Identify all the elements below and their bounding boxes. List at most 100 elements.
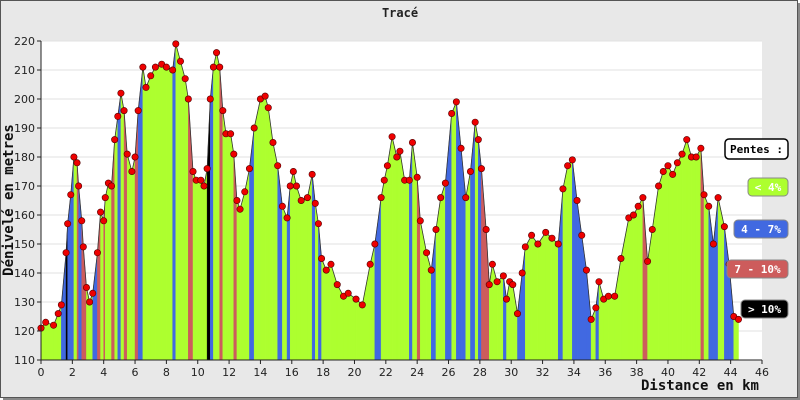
x-tick-label: 0 bbox=[38, 366, 45, 379]
x-tick-label: 4 bbox=[100, 366, 107, 379]
slope-band bbox=[236, 200, 241, 361]
profile-point bbox=[120, 107, 128, 115]
profile-point bbox=[108, 182, 116, 190]
x-tick-label: 24 bbox=[410, 366, 424, 379]
x-tick-label: 44 bbox=[724, 366, 738, 379]
profile-point bbox=[582, 266, 590, 274]
profile-point bbox=[114, 112, 122, 120]
slope-band bbox=[282, 206, 288, 361]
profile-point bbox=[629, 211, 637, 219]
legend-swatch bbox=[733, 219, 789, 239]
profile-point bbox=[462, 194, 470, 202]
slope-band bbox=[307, 174, 313, 361]
profile-point bbox=[142, 83, 150, 91]
profile-point bbox=[101, 194, 109, 202]
profile-point bbox=[151, 63, 159, 71]
profile-point bbox=[617, 255, 625, 263]
x-tick-label: 42 bbox=[692, 366, 706, 379]
y-tick-label: 210 bbox=[14, 64, 35, 77]
x-tick-label: 16 bbox=[285, 366, 299, 379]
y-tick-label: 150 bbox=[14, 238, 35, 251]
x-axis-title: Distance en km bbox=[641, 378, 759, 394]
profile-point bbox=[358, 301, 366, 309]
profile-point bbox=[67, 191, 75, 199]
slope-band bbox=[551, 237, 559, 361]
profile-point bbox=[383, 162, 391, 170]
slope-band bbox=[531, 234, 539, 361]
profile-point bbox=[245, 165, 253, 173]
profile-point bbox=[587, 315, 595, 323]
profile-point bbox=[117, 89, 125, 97]
slope-band bbox=[343, 292, 349, 361]
profile-point bbox=[176, 57, 184, 65]
slope-band bbox=[172, 43, 177, 361]
profile-point bbox=[493, 278, 501, 286]
slope-band bbox=[537, 231, 546, 361]
x-tick-label: 6 bbox=[132, 366, 139, 379]
slope-band bbox=[396, 151, 401, 361]
profile-point bbox=[503, 295, 511, 303]
slope-band bbox=[608, 295, 615, 361]
slope-band bbox=[384, 165, 388, 361]
profile-point bbox=[709, 240, 717, 248]
profile-point bbox=[62, 249, 70, 257]
chart-title: Tracé bbox=[382, 6, 418, 20]
profile-point bbox=[554, 240, 562, 248]
x-tick-label: 38 bbox=[630, 366, 644, 379]
profile-point bbox=[139, 63, 147, 71]
profile-point bbox=[697, 144, 705, 152]
profile-point bbox=[269, 139, 277, 147]
slope-band bbox=[200, 180, 205, 361]
slope-band bbox=[509, 281, 514, 361]
slope-band bbox=[114, 116, 119, 361]
profile-point bbox=[720, 223, 728, 231]
tick-labels: 0 2 4 6 8 10 12 14 16 18 20 22 24 26 28 30 32 34 36 38 40 42 4… bbox=[14, 35, 769, 379]
profile-point bbox=[437, 194, 445, 202]
profile-point bbox=[308, 170, 316, 178]
slope-band bbox=[289, 171, 294, 361]
profile-point bbox=[669, 170, 677, 178]
slope-band bbox=[686, 139, 692, 361]
slope-band bbox=[347, 292, 357, 361]
profile-point bbox=[466, 168, 474, 176]
y-tick-label: 130 bbox=[14, 296, 35, 309]
profile-point bbox=[292, 182, 300, 190]
profile-point bbox=[206, 95, 214, 103]
slope-band bbox=[195, 179, 202, 361]
slope-band bbox=[695, 148, 702, 361]
slope-band bbox=[677, 153, 683, 361]
profile-point bbox=[75, 182, 83, 190]
profile-point bbox=[427, 266, 435, 274]
slope-band bbox=[131, 156, 136, 361]
slope-band bbox=[117, 93, 122, 361]
profile-point bbox=[559, 185, 567, 193]
profile-point bbox=[734, 315, 742, 323]
slope-band bbox=[210, 67, 214, 361]
profile-point bbox=[100, 217, 108, 225]
profile-point bbox=[380, 176, 388, 184]
profile-point bbox=[314, 220, 322, 228]
profile-point bbox=[230, 150, 238, 158]
slope-band bbox=[260, 95, 266, 361]
y-tick-label: 200 bbox=[14, 93, 35, 106]
slope-band bbox=[681, 139, 688, 361]
slope-band bbox=[155, 63, 162, 361]
y-axis-title: Dénivelé en metres bbox=[1, 124, 17, 276]
legend-label: 4 - 7% bbox=[741, 223, 781, 236]
profile-point bbox=[639, 194, 647, 202]
slope-band bbox=[663, 164, 669, 361]
slope-band bbox=[562, 165, 568, 361]
slope-band bbox=[658, 171, 664, 361]
slope-band bbox=[180, 61, 186, 361]
profile-point bbox=[162, 63, 170, 71]
profile-point bbox=[79, 243, 87, 251]
slope-band bbox=[126, 154, 133, 361]
y-tick-label: 120 bbox=[14, 325, 35, 338]
y-tick-label: 170 bbox=[14, 180, 35, 193]
slope-band bbox=[166, 66, 173, 361]
profile-point bbox=[241, 188, 249, 196]
profile-point bbox=[471, 118, 479, 126]
y-tick-label: 190 bbox=[14, 122, 35, 135]
profile-point bbox=[705, 202, 713, 210]
profile-point bbox=[70, 153, 78, 161]
